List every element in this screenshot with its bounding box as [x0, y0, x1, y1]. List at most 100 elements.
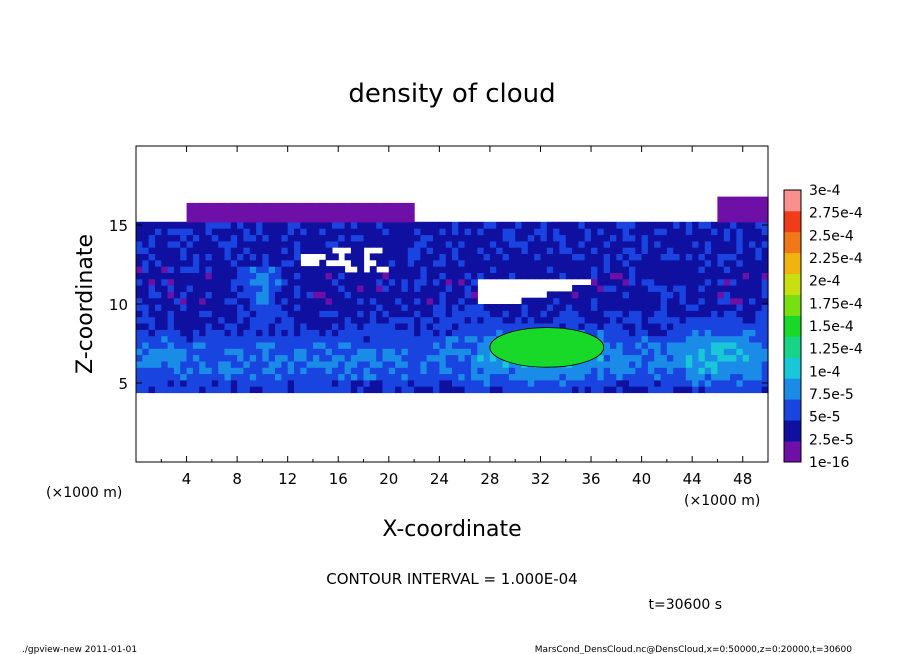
density-cell	[553, 373, 560, 381]
density-cell	[357, 285, 365, 292]
density-cell	[275, 323, 282, 330]
density-cell	[294, 234, 301, 242]
density-cell	[673, 386, 681, 394]
density-cell	[218, 247, 226, 254]
density-cell	[173, 373, 181, 381]
density-cell	[553, 234, 560, 242]
density-cell	[508, 228, 516, 236]
density-cell	[464, 234, 472, 242]
density-cell	[136, 278, 143, 286]
density-cell	[155, 247, 162, 254]
density-cell	[458, 297, 466, 305]
density-cell	[426, 316, 434, 324]
density-cell	[452, 386, 459, 394]
density-cell	[173, 348, 181, 356]
density-cell	[414, 354, 421, 362]
colorbar-swatch	[784, 315, 801, 337]
density-cell	[388, 373, 396, 381]
density-cell	[711, 379, 718, 387]
density-cell	[401, 329, 409, 337]
density-cell	[306, 367, 314, 375]
density-cell	[515, 259, 523, 267]
density-cell	[742, 247, 750, 254]
density-cell	[502, 367, 510, 375]
density-cell	[401, 316, 409, 324]
density-cell	[148, 234, 156, 242]
density-cell	[167, 329, 175, 337]
density-cell	[439, 373, 447, 381]
density-cell	[357, 209, 365, 217]
density-cell	[249, 209, 257, 217]
density-cell	[635, 278, 643, 286]
density-cell	[300, 266, 308, 273]
density-cell	[142, 253, 150, 261]
density-cell	[357, 379, 365, 387]
density-cell	[660, 228, 668, 236]
colorbar-swatch	[784, 294, 801, 316]
density-cell	[237, 373, 244, 381]
density-cell	[660, 253, 668, 261]
density-cell	[749, 259, 756, 267]
density-cell	[186, 354, 194, 362]
density-cell	[249, 360, 257, 368]
density-cell	[363, 215, 371, 223]
density-cell	[388, 209, 396, 217]
density-cell	[749, 373, 756, 381]
density-cell	[559, 291, 567, 299]
density-cell	[401, 247, 409, 254]
density-cell	[508, 253, 516, 261]
density-cell	[331, 304, 339, 311]
density-cell	[262, 348, 270, 356]
density-cell	[388, 266, 396, 273]
density-cell	[698, 234, 706, 242]
density-cell	[666, 278, 674, 286]
density-cell	[755, 316, 763, 324]
density-cell	[629, 259, 636, 267]
density-cell	[199, 228, 207, 236]
density-cell	[199, 329, 207, 337]
density-cell	[155, 240, 162, 248]
density-cell	[205, 335, 213, 343]
density-cell	[452, 297, 459, 305]
density-cell	[666, 367, 674, 375]
density-cell	[597, 253, 605, 261]
density-cell	[237, 360, 244, 368]
density-cell	[426, 291, 434, 299]
density-cell	[471, 272, 478, 280]
density-cell	[654, 247, 662, 254]
density-cell	[704, 285, 712, 292]
density-cell	[502, 266, 510, 273]
density-cell	[369, 379, 377, 387]
density-cell	[559, 228, 567, 236]
density-cell	[635, 291, 643, 299]
density-cell	[647, 360, 655, 368]
density-cell	[641, 341, 649, 349]
density-cell	[761, 247, 769, 254]
density-cell	[237, 278, 244, 286]
density-cell	[433, 316, 440, 324]
contour-line	[489, 327, 605, 368]
density-cell	[237, 209, 244, 217]
density-cell	[325, 367, 333, 375]
density-cell	[161, 234, 169, 242]
density-cell	[610, 360, 617, 368]
density-cell	[540, 373, 548, 381]
density-cell	[559, 221, 567, 229]
density-cell	[641, 386, 649, 394]
density-cell	[363, 234, 371, 242]
density-cell	[641, 272, 649, 280]
density-cell	[584, 323, 592, 330]
density-cell	[616, 373, 624, 381]
density-cell	[205, 316, 213, 324]
density-cell	[167, 373, 175, 381]
density-cell	[471, 329, 478, 337]
density-cell	[199, 354, 207, 362]
density-cell	[407, 253, 415, 261]
density-cell	[281, 341, 289, 349]
density-cell	[426, 360, 434, 368]
density-cell	[723, 379, 731, 387]
density-cell	[610, 278, 617, 286]
density-cell	[647, 323, 655, 330]
density-cell	[338, 266, 346, 273]
density-cell	[711, 335, 718, 343]
